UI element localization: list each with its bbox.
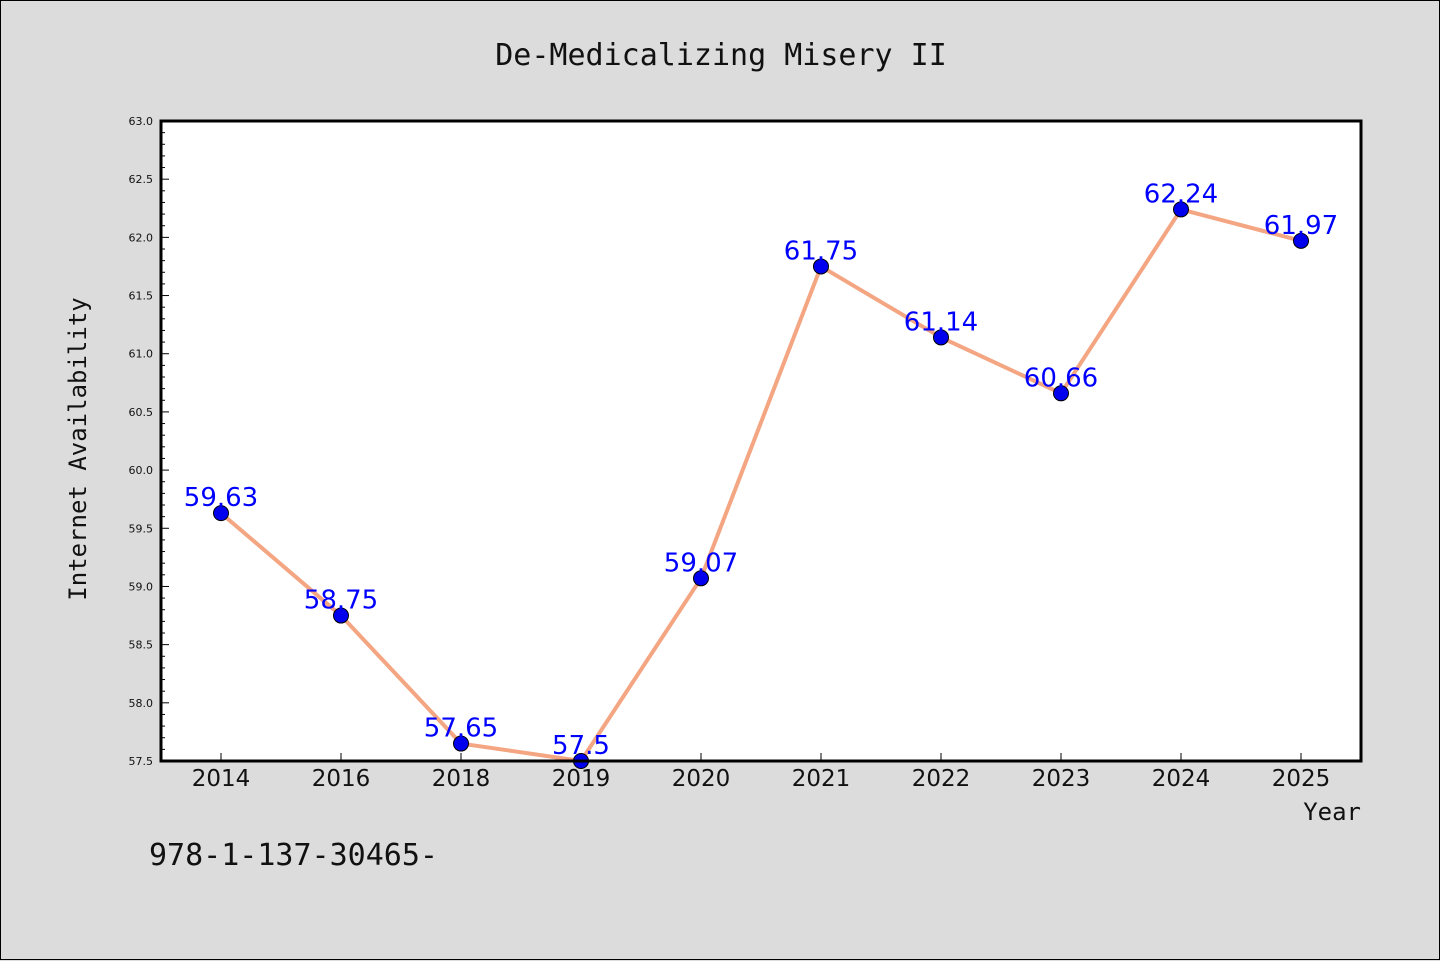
x-tick-label: 2024	[1152, 766, 1211, 792]
x-tick-label: 2021	[792, 766, 851, 792]
data-point	[1173, 201, 1189, 218]
x-tick-label: 2022	[912, 766, 971, 792]
y-tick-label: 59.5	[129, 522, 154, 535]
y-tick-label: 57.5	[129, 755, 154, 768]
x-tick-label: 2018	[432, 766, 491, 792]
data-label: 57.5	[552, 731, 610, 761]
x-tick-label: 2025	[1272, 766, 1331, 792]
y-tick-label: 62.5	[129, 173, 154, 186]
x-axis-tick-labels: 2014 2016 2018 2019 2020 2021 2022 2023 2024 2025	[192, 766, 1331, 792]
data-point	[1293, 232, 1309, 249]
plot-area	[161, 121, 1361, 761]
data-label: 61.75	[784, 236, 858, 266]
data-points	[213, 201, 1309, 769]
plot-border	[159, 119, 1363, 763]
data-label: 60.66	[1024, 363, 1098, 393]
y-axis-label: Internet Availability	[64, 297, 92, 600]
x-axis-label: Year	[1303, 798, 1361, 826]
series-line-group	[219, 207, 1302, 763]
data-label: 58.75	[304, 586, 378, 616]
data-point	[453, 735, 469, 752]
y-tick-label: 61.5	[129, 290, 154, 303]
data-point	[813, 258, 829, 275]
footnote-text: 978-1-137-30465-	[149, 838, 438, 873]
data-label: 62.24	[1144, 179, 1218, 209]
data-point	[213, 505, 229, 522]
x-tick-label: 2014	[192, 766, 251, 792]
chart-title: De-Medicalizing Misery II	[495, 38, 947, 73]
x-tick-label: 2016	[312, 766, 371, 792]
y-tick-label: 58.5	[129, 639, 154, 652]
y-tick-label: 60.5	[129, 406, 154, 419]
data-label: 57.65	[424, 714, 498, 744]
series-line	[219, 207, 1302, 763]
data-labels: 59.63 58.75 57.65 57.5 59.07 61.75 61.14 60.66 6…	[184, 179, 1338, 761]
data-point	[693, 570, 709, 587]
data-point	[933, 329, 949, 346]
y-tick-label: 61.0	[129, 348, 154, 361]
x-tick-label: 2019	[552, 766, 611, 792]
data-point	[333, 607, 349, 624]
data-point	[1053, 385, 1069, 402]
y-tick-label: 59.0	[129, 580, 154, 593]
y-tick-label: 63.0	[129, 115, 154, 128]
x-tick-label: 2020	[672, 766, 731, 792]
x-tick-label: 2023	[1032, 766, 1091, 792]
y-tick-label: 60.0	[129, 464, 154, 477]
y-tick-label: 58.0	[129, 697, 154, 710]
data-label: 59.07	[664, 548, 738, 578]
y-axis-tick-labels: 57.5 58.0 58.5 59.0 59.5 60.0 60.5 61.0 61.5 62.0…	[129, 115, 154, 768]
data-label: 61.14	[904, 307, 978, 337]
y-tick-label: 62.0	[129, 231, 154, 244]
data-label: 61.97	[1264, 211, 1338, 241]
data-label: 59.63	[184, 483, 258, 513]
